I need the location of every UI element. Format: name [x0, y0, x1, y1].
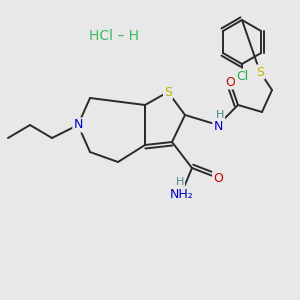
Text: H: H	[216, 110, 224, 120]
Text: NH₂: NH₂	[170, 188, 194, 200]
Text: O: O	[213, 172, 223, 184]
Text: N: N	[213, 121, 223, 134]
Text: Cl: Cl	[236, 70, 248, 83]
Text: N: N	[73, 118, 83, 131]
Text: S: S	[256, 65, 264, 79]
Text: H: H	[176, 177, 184, 187]
Text: O: O	[225, 76, 235, 88]
Text: HCl – H: HCl – H	[89, 29, 139, 43]
Text: S: S	[164, 85, 172, 98]
